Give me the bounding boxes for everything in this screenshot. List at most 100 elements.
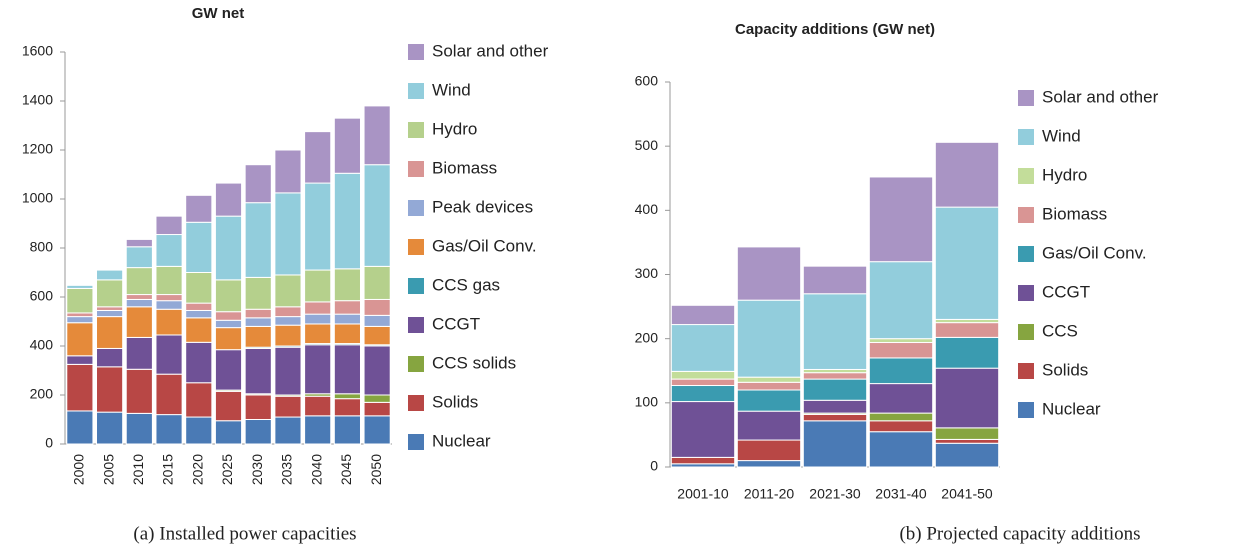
bar-segment xyxy=(802,399,868,414)
bar-segment xyxy=(670,324,736,372)
bar-segment xyxy=(155,334,183,375)
bar-segment xyxy=(155,373,183,416)
bar-segment xyxy=(363,265,391,300)
bar-segment xyxy=(274,149,302,194)
bar-segment xyxy=(214,420,243,445)
legend-swatch xyxy=(408,434,424,450)
x-tick-label: 2021-30 xyxy=(809,486,861,502)
bar-segment xyxy=(304,395,332,417)
bar-segment xyxy=(363,394,391,403)
bar-segment xyxy=(802,420,868,468)
bar-segment xyxy=(363,164,391,267)
bar-segment xyxy=(155,414,183,445)
bar-segment xyxy=(214,349,243,391)
y-tick-label: 800 xyxy=(30,239,54,255)
bar-segment xyxy=(66,312,94,318)
chart-title: GW net xyxy=(192,5,245,22)
bar-segment xyxy=(934,438,1000,444)
x-tick-label: 2035 xyxy=(279,454,295,485)
bar-segment xyxy=(214,319,243,329)
legend-label: Wind xyxy=(1042,126,1081,145)
bar-segment xyxy=(214,215,243,281)
bar-segment xyxy=(670,304,736,326)
legend-label: Peak devices xyxy=(432,197,533,216)
bar-segment xyxy=(185,221,213,273)
bar-segment xyxy=(244,347,272,395)
caption: (b) Projected capacity additions xyxy=(899,523,1140,544)
bar-segment xyxy=(736,299,802,378)
x-tick-label: 2015 xyxy=(160,454,176,485)
bar-segment xyxy=(214,390,243,422)
bar-segment xyxy=(155,215,183,236)
bar-segment xyxy=(214,279,243,313)
bar-segment xyxy=(934,141,1000,208)
legend-label: Biomass xyxy=(432,158,497,177)
bar-segment xyxy=(244,394,272,420)
legend-label: CCS gas xyxy=(432,275,500,294)
bar-segment xyxy=(736,389,802,412)
bar-segment xyxy=(934,442,1000,468)
bar-segment xyxy=(214,327,243,351)
bar-segment xyxy=(333,393,361,400)
legend-label: Biomass xyxy=(1042,204,1107,223)
x-tick-label: 2041-50 xyxy=(941,486,993,502)
legend-swatch xyxy=(408,356,424,372)
bar-segment xyxy=(66,316,94,324)
bar-segment xyxy=(244,164,272,204)
bar-segment xyxy=(333,117,361,174)
bar-segment xyxy=(96,279,124,308)
bar-segment xyxy=(125,336,153,370)
bar-segment xyxy=(96,309,124,318)
bar-segment xyxy=(736,439,802,462)
legend-label: Gas/Oil Conv. xyxy=(432,236,537,255)
bar-segment xyxy=(934,427,1000,440)
bar-segment xyxy=(125,246,153,269)
bar-segment xyxy=(185,272,213,304)
bar-segment xyxy=(244,202,272,278)
y-tick-label: 1000 xyxy=(22,190,53,206)
bar-segment xyxy=(155,308,183,336)
bar-segment xyxy=(96,347,124,368)
bar-segment xyxy=(934,206,1000,320)
bar-segment xyxy=(363,415,391,445)
bar-segment xyxy=(304,415,332,445)
bar-segment xyxy=(125,294,153,300)
bar-segment xyxy=(333,300,361,315)
bar-segment xyxy=(736,246,802,301)
bar-segment xyxy=(363,401,391,417)
bar-segment xyxy=(125,298,153,308)
bar-segment xyxy=(736,376,802,383)
bar-segment xyxy=(274,395,302,418)
bar-segment xyxy=(66,410,94,445)
legend-label: CCS xyxy=(1042,321,1078,340)
bar-segment xyxy=(934,336,1000,369)
bar-segment xyxy=(96,316,124,349)
legend-swatch xyxy=(1018,285,1034,301)
bar-segment xyxy=(244,317,272,327)
y-tick-label: 400 xyxy=(635,201,659,217)
bar-segment xyxy=(185,194,213,223)
bar-segment xyxy=(304,269,332,303)
bar-segment xyxy=(274,346,302,396)
legend-label: Hydro xyxy=(1042,165,1087,184)
bar-segment xyxy=(868,338,934,344)
legend-label: Solids xyxy=(432,392,478,411)
bar-segment xyxy=(736,460,802,468)
y-tick-label: 1400 xyxy=(22,92,53,108)
bar-segment xyxy=(185,317,213,343)
legend-swatch xyxy=(408,278,424,294)
bar-segment xyxy=(670,401,736,458)
bar-segment xyxy=(125,306,153,338)
legend-swatch xyxy=(408,239,424,255)
bar-segment xyxy=(244,325,272,348)
bar-segment xyxy=(363,325,391,346)
bar-segment xyxy=(274,306,302,318)
chart-title: Capacity additions (GW net) xyxy=(735,21,935,38)
x-tick-label: 2030 xyxy=(249,454,265,485)
bar-segment xyxy=(868,412,934,422)
legend-label: Hydro xyxy=(432,119,477,138)
legend-swatch xyxy=(408,161,424,177)
legend-label: CCS solids xyxy=(432,353,516,372)
bar-segment xyxy=(802,372,868,380)
